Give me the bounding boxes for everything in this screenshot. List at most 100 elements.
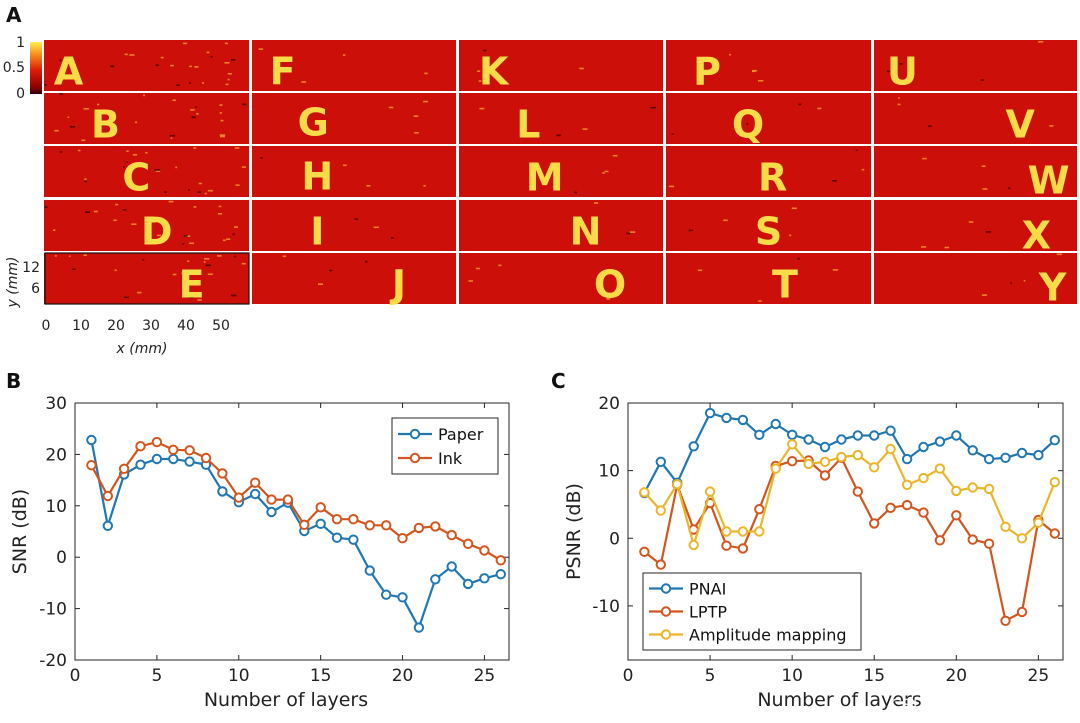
data-point <box>1016 606 1028 618</box>
x-tick-label: 15 <box>310 666 332 686</box>
y-tick-label: -20 <box>39 651 67 671</box>
data-point <box>315 502 326 513</box>
heatmap-cell-o <box>459 253 663 304</box>
data-point <box>118 463 130 474</box>
data-point <box>1049 435 1061 446</box>
data-point <box>803 434 814 445</box>
data-point <box>869 462 880 473</box>
panel-label-b: B <box>6 369 21 393</box>
data-point <box>184 456 195 467</box>
data-point <box>787 439 798 450</box>
heatmap-cell-g <box>252 93 456 144</box>
heatmap-letter-k: K <box>479 50 510 94</box>
data-point <box>672 479 683 490</box>
data-point <box>331 514 343 525</box>
data-point <box>348 534 359 545</box>
heatmap-cell-y <box>874 253 1077 304</box>
y-tick-label: 30 <box>45 394 67 414</box>
data-point <box>1049 528 1061 539</box>
data-point <box>168 444 179 455</box>
data-point <box>250 488 261 500</box>
data-point <box>102 520 114 531</box>
data-point <box>200 452 212 464</box>
heatmap-letter-w: W <box>1028 159 1070 203</box>
data-point <box>885 443 896 455</box>
legend-label: Ink <box>438 449 463 468</box>
data-point <box>446 561 457 572</box>
data-point <box>135 441 146 452</box>
axes-frame-e <box>44 252 250 305</box>
data-point <box>397 592 408 603</box>
data-point <box>737 526 749 537</box>
y-axis-label: SNR (dB) <box>9 489 31 574</box>
data-point <box>721 526 732 537</box>
data-point <box>381 589 392 600</box>
data-point <box>462 578 474 590</box>
data-point <box>803 458 814 470</box>
data-point <box>250 477 261 488</box>
heatmap-letter-l: L <box>516 103 540 147</box>
x-axis-label: Number of layers <box>757 689 921 711</box>
heatmap-cell-q <box>666 93 871 144</box>
heatmap-cell-m <box>459 146 663 197</box>
data-point <box>1000 615 1011 626</box>
heatmap-letter-x: X <box>1022 214 1051 258</box>
data-point <box>967 482 978 493</box>
heatmap-cell-n <box>459 200 663 251</box>
x-tick-label: 0 <box>70 666 81 686</box>
heatmap-cell-i <box>252 200 456 251</box>
data-point <box>787 456 798 467</box>
colorbar-tick-bottom: 0 <box>16 86 25 102</box>
heatmap-letter-j: J <box>389 263 406 307</box>
psnr-chart: 0 5 10 15 20 25 -10 0 10 20 Number of layers PSNR (… <box>563 394 1064 711</box>
heatmap-letter-s: S <box>755 210 782 254</box>
data-point <box>787 429 798 440</box>
legend-swatch-marker <box>409 452 421 464</box>
data-point <box>836 451 847 463</box>
data-point <box>918 441 929 453</box>
heatmap-letter-t: T <box>772 263 798 307</box>
data-point <box>1016 447 1028 459</box>
heatmap-cell-p <box>666 40 871 91</box>
x-tick-label: 10 <box>228 666 250 686</box>
data-point <box>721 540 732 551</box>
heatmap-letter-g: G <box>298 101 329 145</box>
heatmap-letter-u: U <box>887 50 918 94</box>
data-point <box>819 470 831 481</box>
data-point <box>869 430 880 441</box>
data-point <box>737 543 749 554</box>
data-point <box>86 434 97 446</box>
a-ytick-12: 12 <box>22 260 40 276</box>
x-tick-label: 20 <box>392 666 414 686</box>
data-point <box>918 472 929 484</box>
legend-swatch-marker <box>409 428 421 440</box>
data-point <box>217 468 228 479</box>
data-point <box>462 538 474 549</box>
data-point <box>266 494 277 505</box>
data-point <box>315 518 326 529</box>
y-tick-label: 0 <box>609 529 620 549</box>
a-ylabel: y (mm) <box>5 257 21 309</box>
colorbar-tick-top: 1 <box>16 35 25 51</box>
heatmap-letter-e: E <box>179 263 205 307</box>
data-point <box>135 459 146 470</box>
colorbar-tick-mid: 0.5 <box>3 60 25 76</box>
heatmap-cell-x <box>874 200 1077 251</box>
data-point <box>901 453 913 465</box>
heatmap-letter-n: N <box>570 210 602 254</box>
data-point <box>364 565 375 576</box>
y-tick-label: 0 <box>56 548 67 568</box>
snr-chart: 0 5 10 15 20 25 -20 -10 0 10 20 30 Number of layers S… <box>9 394 510 711</box>
data-point <box>704 486 716 497</box>
legend-label: Paper <box>438 425 484 444</box>
heatmap-cell-d <box>44 200 249 251</box>
data-point <box>967 534 978 545</box>
y-tick-label: 20 <box>45 445 67 465</box>
data-point <box>1000 521 1011 532</box>
data-point <box>770 418 781 430</box>
a-xlabel: x (mm) <box>116 341 168 357</box>
data-point <box>918 507 929 518</box>
legend: PNAI LPTP Amplitude mapping <box>642 572 862 651</box>
data-point <box>413 522 425 534</box>
